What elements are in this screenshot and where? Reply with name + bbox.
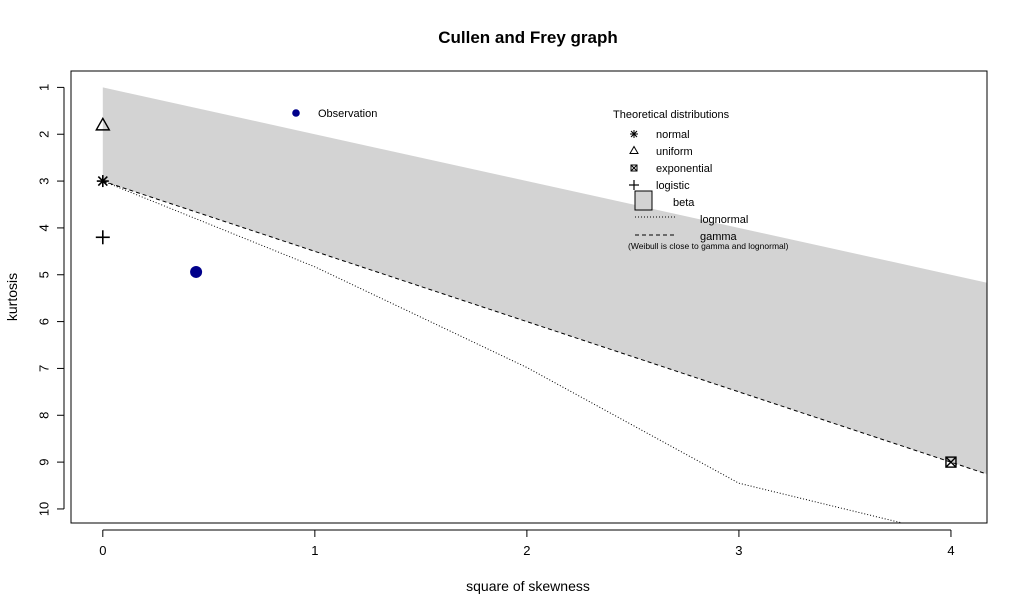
observation-legend: Observation: [292, 108, 377, 120]
legend-logistic-label: logistic: [656, 180, 690, 192]
y-tick-label: 1: [36, 84, 51, 91]
plot-frame: [70, 70, 988, 524]
logistic-point: [95, 230, 110, 245]
y-tick-label: 8: [36, 412, 51, 419]
theoretical-legend-title: Theoretical distributions: [613, 109, 730, 121]
y-axis-label: kurtosis: [4, 273, 20, 321]
legend-beta-symbol: [634, 190, 653, 211]
exponential-point: [945, 456, 957, 468]
legend-lognormal-label: lognormal: [700, 214, 748, 226]
legend-uniform-label: uniform: [656, 146, 693, 158]
observation-legend-label: Observation: [318, 108, 377, 120]
legend-normal-symbol: [630, 130, 638, 138]
x-axis: 0 1 2 3 4: [99, 529, 955, 558]
y-tick-label: 7: [36, 365, 51, 372]
legend-exponential-label: exponential: [656, 163, 712, 175]
observation-legend-symbol: [292, 109, 300, 117]
plot-area: [102, 87, 987, 523]
legend-gamma-label: gamma: [700, 231, 738, 243]
observation-point: [190, 265, 203, 278]
y-tick-label: 2: [36, 131, 51, 138]
y-axis: 1 2 3 4 5 6 7 8 9 10: [36, 84, 65, 516]
x-tick-label: 1: [311, 543, 318, 558]
x-tick-label: 0: [99, 543, 106, 558]
beta-region: [102, 87, 987, 475]
gamma-line: [102, 180, 987, 475]
markers: [95, 116, 957, 468]
x-tick-label: 3: [735, 543, 742, 558]
y-tick-label: 9: [36, 458, 51, 465]
legend-exponential-symbol: [630, 164, 638, 172]
normal-point: [96, 175, 109, 188]
x-axis-label: square of skewness: [466, 578, 590, 594]
legend-normal-label: normal: [656, 129, 690, 141]
theoretical-legend: Theoretical distributions normal uniform…: [613, 109, 789, 251]
x-tick-label: 2: [523, 543, 530, 558]
y-tick-label: 4: [36, 224, 51, 231]
legend-note: (Weibull is close to gamma and lognormal…: [628, 241, 789, 251]
y-tick-label: 6: [36, 318, 51, 325]
y-tick-label: 3: [36, 177, 51, 184]
y-tick-label: 5: [36, 271, 51, 278]
x-tick-label: 4: [947, 543, 954, 558]
chart-title: Cullen and Frey graph: [438, 28, 617, 47]
legend-beta-label: beta: [673, 197, 695, 209]
uniform-point: [95, 116, 111, 131]
y-tick-label: 10: [36, 502, 51, 516]
legend-uniform-symbol: [629, 145, 639, 154]
legend-logistic-symbol: [629, 180, 639, 190]
